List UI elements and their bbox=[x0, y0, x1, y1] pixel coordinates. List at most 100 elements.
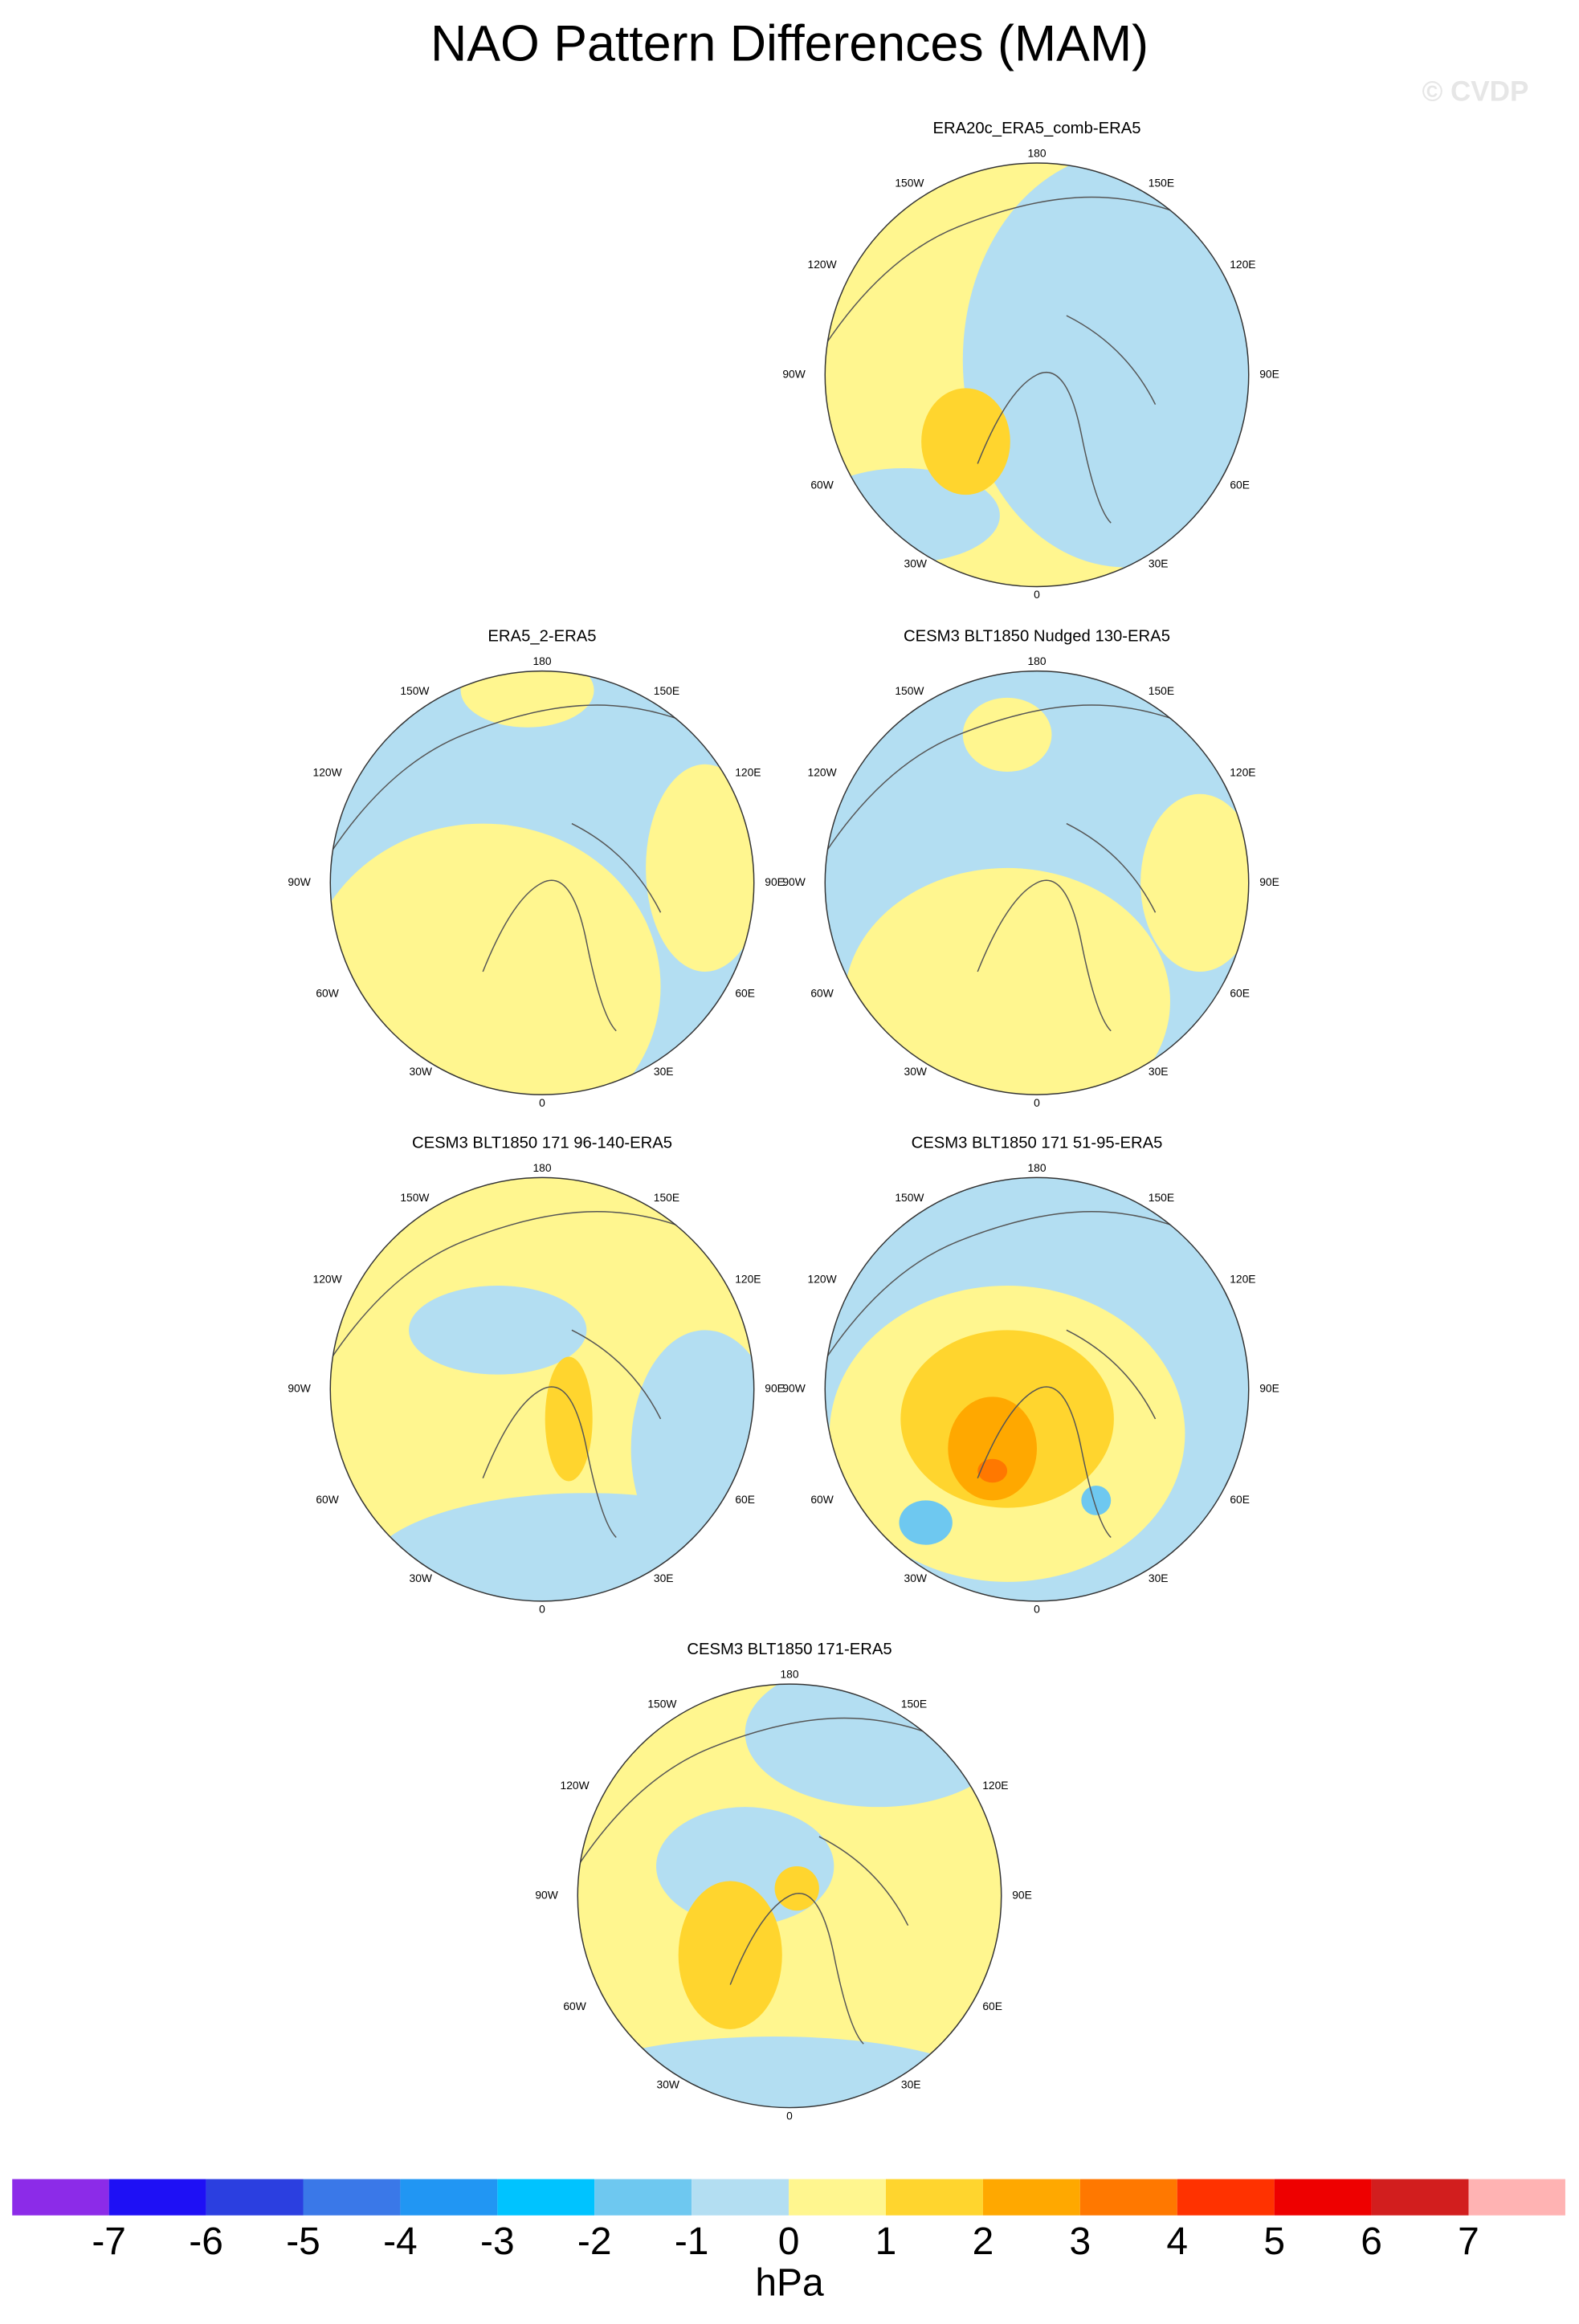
lon-label: 120W bbox=[313, 1272, 342, 1285]
colorbar-box bbox=[303, 2179, 401, 2216]
lon-label: 30W bbox=[410, 1065, 432, 1078]
lon-label: 0 bbox=[1034, 1096, 1040, 1109]
field-blob bbox=[745, 1684, 1002, 1808]
map-panel: CESM3 BLT1850 171-ERA5 180 150W 150E 120W 120… bbox=[535, 1641, 1032, 2122]
coastline bbox=[825, 196, 1211, 524]
panel-title: CESM3 BLT1850 171 96-140-ERA5 bbox=[412, 1134, 672, 1152]
lon-label: 30E bbox=[1149, 557, 1169, 569]
panel-title: CESM3 BLT1850 171 51-95-ERA5 bbox=[912, 1134, 1163, 1152]
lon-label: 120W bbox=[808, 1272, 837, 1285]
colorbar-label: 6 bbox=[1361, 2220, 1382, 2263]
coastline bbox=[577, 1717, 964, 2045]
colorbar-box bbox=[1468, 2179, 1566, 2216]
colorbar-label: 2 bbox=[973, 2220, 994, 2263]
colorbar-unit: hPa bbox=[755, 2262, 824, 2305]
lon-label: 180 bbox=[1027, 654, 1046, 667]
lon-label: 90E bbox=[1259, 875, 1279, 888]
colorbar-box bbox=[1079, 2179, 1177, 2216]
lon-label: 30W bbox=[657, 2078, 679, 2091]
lon-label: 120E bbox=[735, 1272, 761, 1285]
colorbar-label: 7 bbox=[1458, 2220, 1479, 2263]
map-panel: CESM3 BLT1850 171 51-95-ERA5 180 150W 150E 1… bbox=[782, 1134, 1279, 1615]
panel-title: ERA5_2-ERA5 bbox=[488, 628, 596, 646]
lon-label: 30W bbox=[410, 1572, 432, 1584]
colorbar-box bbox=[885, 2179, 983, 2216]
map-panel: ERA20c_ERA5_comb-ERA5 180 150W 150E 120W 120E… bbox=[782, 120, 1279, 601]
lon-label: 180 bbox=[1027, 1161, 1046, 1174]
coastline bbox=[825, 1211, 1211, 1539]
lon-label: 180 bbox=[532, 654, 551, 667]
lon-label: 90E bbox=[1012, 1888, 1032, 1901]
lon-label: 150W bbox=[400, 684, 429, 697]
colorbar-label: -4 bbox=[383, 2220, 418, 2263]
coastline bbox=[330, 1211, 716, 1539]
lon-label: 150E bbox=[901, 1698, 927, 1710]
colorbar-label: 3 bbox=[1069, 2220, 1091, 2263]
colorbar-label: -5 bbox=[286, 2220, 320, 2263]
map-field bbox=[577, 1684, 1002, 2108]
lon-label: 60E bbox=[735, 986, 755, 999]
map-panel: ERA5_2-ERA5 180 150W 150E 120W 120E 90W 90E 60W 6… bbox=[288, 628, 785, 1109]
colorbar-box bbox=[108, 2179, 206, 2216]
colorbar-label: -7 bbox=[92, 2220, 126, 2263]
colorbar-box bbox=[1274, 2179, 1372, 2216]
colorbar-label: -3 bbox=[480, 2220, 515, 2263]
map-border bbox=[824, 162, 1250, 588]
field-blob bbox=[977, 1458, 1008, 1483]
map-field bbox=[330, 671, 754, 1095]
lon-label: 120W bbox=[808, 258, 837, 271]
lon-label: 150E bbox=[654, 1191, 679, 1204]
field-blob bbox=[409, 1285, 587, 1375]
colorbar-box bbox=[11, 2179, 109, 2216]
lon-label: 90W bbox=[288, 1382, 310, 1395]
field-blob bbox=[921, 388, 1010, 495]
lon-label: 120W bbox=[313, 766, 342, 779]
field-blob bbox=[774, 1865, 819, 1911]
lon-label: 60E bbox=[1230, 479, 1250, 491]
colorbar-box bbox=[1177, 2179, 1275, 2216]
lon-label: 30W bbox=[904, 557, 927, 569]
colorbar-label: -1 bbox=[675, 2220, 709, 2263]
colorbar-label: -2 bbox=[577, 2220, 612, 2263]
lon-label: 60W bbox=[316, 1493, 338, 1506]
colorbar-box bbox=[206, 2179, 304, 2216]
map-border bbox=[577, 1683, 1002, 2109]
lon-label: 120E bbox=[1230, 1272, 1255, 1285]
field-blob bbox=[1140, 793, 1249, 972]
lon-label: 60W bbox=[563, 2000, 585, 2012]
lon-label: 60W bbox=[316, 986, 338, 999]
lon-label: 60E bbox=[1230, 1493, 1250, 1506]
lon-label: 150E bbox=[1149, 1191, 1174, 1204]
field-blob bbox=[678, 1881, 782, 2029]
colorbar-box bbox=[497, 2179, 595, 2216]
lon-label: 150W bbox=[895, 1191, 924, 1204]
lon-label: 30E bbox=[654, 1065, 674, 1078]
map-field bbox=[825, 1177, 1249, 1601]
field-blob bbox=[460, 671, 594, 728]
lon-label: 60E bbox=[735, 1493, 755, 1506]
lon-label: 60W bbox=[810, 1493, 833, 1506]
map-field bbox=[825, 163, 1249, 587]
lon-label: 60W bbox=[810, 479, 833, 491]
field-blob bbox=[844, 867, 1170, 1095]
map-panel: CESM3 BLT1850 171 96-140-ERA5 180 150W 150E… bbox=[288, 1134, 785, 1615]
lon-label: 180 bbox=[780, 1668, 798, 1681]
lon-label: 90E bbox=[765, 1382, 785, 1395]
colorbar-box bbox=[1371, 2179, 1469, 2216]
lon-label: 180 bbox=[532, 1161, 551, 1174]
colorbar-box bbox=[594, 2179, 692, 2216]
lon-label: 90E bbox=[1259, 367, 1279, 380]
lon-label: 90W bbox=[288, 875, 310, 888]
lon-label: 150E bbox=[1149, 177, 1174, 190]
lon-label: 30W bbox=[904, 1065, 927, 1078]
lon-label: 30W bbox=[904, 1572, 927, 1584]
field-blob bbox=[948, 1396, 1037, 1501]
colorbar-label: 5 bbox=[1263, 2220, 1285, 2263]
colorbar-frame bbox=[11, 2178, 1566, 2216]
lon-label: 0 bbox=[1034, 1603, 1040, 1616]
lon-label: 120W bbox=[808, 766, 837, 779]
lon-label: 120E bbox=[982, 1779, 1008, 1792]
lon-label: 0 bbox=[786, 2109, 793, 2122]
lon-label: 150W bbox=[895, 684, 924, 697]
map-border bbox=[824, 670, 1250, 1095]
